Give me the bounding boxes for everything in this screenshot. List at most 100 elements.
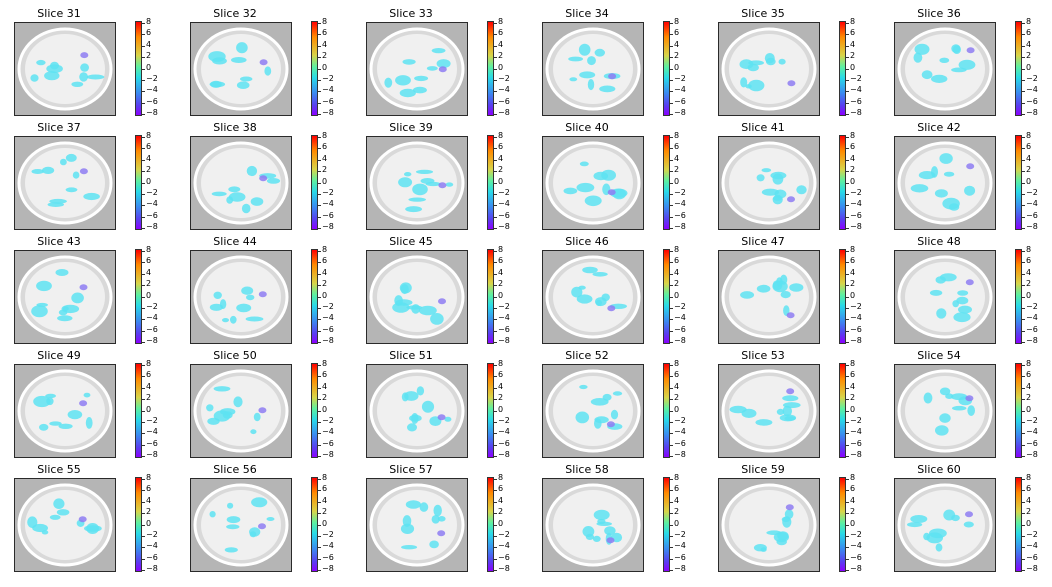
colorbar-tick: −6: [846, 553, 880, 564]
activation-blob: [266, 517, 275, 521]
slice-panel: Slice 52 8 6 4 2 0 −2 −4 −6 −8: [528, 342, 704, 459]
tick-mark: [846, 444, 849, 446]
brain-slice-image: [14, 250, 116, 344]
slice-title: Slice 58: [565, 463, 609, 476]
colorbar-tick: −6: [142, 553, 176, 564]
colorbar-tick: 6: [1022, 370, 1052, 381]
colorbar-ticks: 8 6 4 2 0 −2 −4 −6 −8: [494, 245, 530, 345]
activation-blob: [415, 169, 434, 174]
tick-label: 4: [498, 153, 504, 163]
colorbar-tick: 6: [494, 28, 528, 39]
slice-title: Slice 48: [917, 235, 961, 248]
brain-slice-svg: [543, 137, 643, 229]
activation-blob: [241, 203, 251, 214]
activation-blob: [740, 77, 748, 88]
tick-label: 4: [674, 381, 680, 391]
slice-title: Slice 50: [213, 349, 257, 362]
activation-blob: [784, 509, 794, 520]
colorbar-tick: 0: [1022, 291, 1052, 302]
tick-label: −4: [498, 313, 510, 323]
tick-label: 4: [322, 381, 328, 391]
activation-blob: [931, 166, 938, 178]
colorbar-ticks: 8 6 4 2 0 −2 −4 −6 −8: [494, 17, 530, 117]
tick-mark: [142, 524, 145, 526]
colorbar-tick: −2: [846, 529, 880, 541]
colorbar-tick: 0: [142, 177, 176, 188]
activation-blob: [931, 74, 948, 83]
tick-label: −8: [498, 564, 510, 573]
tick-mark: [1022, 23, 1025, 24]
brain-tissue: [553, 490, 633, 560]
tick-mark: [318, 68, 321, 70]
colorbar-ticks: 8 6 4 2 0 −2 −4 −6 −8: [318, 359, 354, 459]
colorbar-tick: 4: [318, 268, 352, 279]
tick-label: −8: [322, 222, 334, 231]
tick-label: 6: [850, 142, 856, 152]
tick-label: −2: [850, 529, 862, 539]
activation-blob: [33, 395, 51, 408]
activation-blob: [249, 531, 257, 538]
tick-label: 4: [146, 381, 152, 391]
brain-slice-svg: [543, 251, 643, 343]
tick-mark: [846, 319, 849, 321]
colorbar: [135, 135, 142, 230]
tick-label: 2: [1026, 507, 1032, 517]
tick-mark: [142, 330, 145, 332]
brain-slice-svg: [719, 23, 819, 115]
slice-panel: Slice 60 8 6 4 2 0 −2 −4 −6 −8: [880, 456, 1052, 573]
tick-label: −4: [674, 427, 686, 437]
activation-blob: [772, 194, 783, 205]
tick-mark: [318, 535, 321, 537]
tick-mark: [494, 23, 497, 24]
brain-slice-svg: [15, 137, 115, 229]
colorbar-tick: 4: [670, 268, 704, 279]
colorbar-tick: −8: [1022, 564, 1052, 575]
activation-blob: [953, 312, 971, 323]
tick-label: 8: [850, 17, 856, 26]
tick-label: 4: [1026, 39, 1032, 49]
colorbar-tick: 8: [1022, 245, 1052, 256]
colorbar-tick: −4: [670, 199, 704, 210]
tick-mark: [142, 456, 145, 457]
colorbar-tick: −4: [318, 427, 352, 438]
colorbar-tick: 4: [846, 268, 880, 279]
tick-label: 8: [674, 473, 680, 482]
tick-label: 4: [1026, 267, 1032, 277]
activation-blob: [745, 84, 752, 89]
brain-slice-image: [894, 478, 996, 572]
tick-label: 4: [850, 153, 856, 163]
tick-label: 8: [146, 131, 152, 140]
tick-mark: [670, 307, 673, 309]
activation-blob: [266, 178, 281, 184]
colorbar-tick: 0: [494, 405, 528, 416]
slice-panel: Slice 41 8 6 4 2 0 −2 −4 −6 −8: [704, 114, 880, 231]
tick-label: −6: [498, 324, 510, 334]
tick-label: 6: [146, 484, 152, 494]
tick-mark: [318, 307, 321, 309]
tick-mark: [494, 535, 497, 537]
tick-mark: [670, 262, 673, 264]
colorbar-tick: 8: [670, 131, 704, 142]
colorbar: [663, 363, 670, 458]
tick-label: −8: [850, 564, 862, 573]
colorbar-tick: −4: [142, 313, 176, 324]
colorbar-tick: 8: [1022, 17, 1052, 28]
tick-label: 4: [146, 153, 152, 163]
activation-blob: [228, 192, 246, 202]
colorbar-tick: −8: [142, 336, 176, 347]
tick-mark: [318, 524, 321, 526]
brain-slice-svg: [719, 251, 819, 343]
colorbar-tick: 0: [1022, 63, 1052, 74]
activation-blob: [587, 56, 596, 66]
tick-mark: [846, 570, 849, 571]
activation-blob: [251, 497, 268, 508]
colorbar-tick: 4: [846, 496, 880, 507]
activation-blob: [782, 395, 799, 402]
brain-slice-svg: [191, 365, 291, 457]
colorbar-tick: 0: [318, 177, 352, 188]
tick-label: −2: [146, 187, 158, 197]
colorbar-tick: 4: [846, 153, 880, 165]
colorbar-tick: −4: [142, 427, 176, 438]
colorbar-tick: 8: [670, 359, 704, 370]
colorbar-tick: 6: [494, 370, 528, 381]
